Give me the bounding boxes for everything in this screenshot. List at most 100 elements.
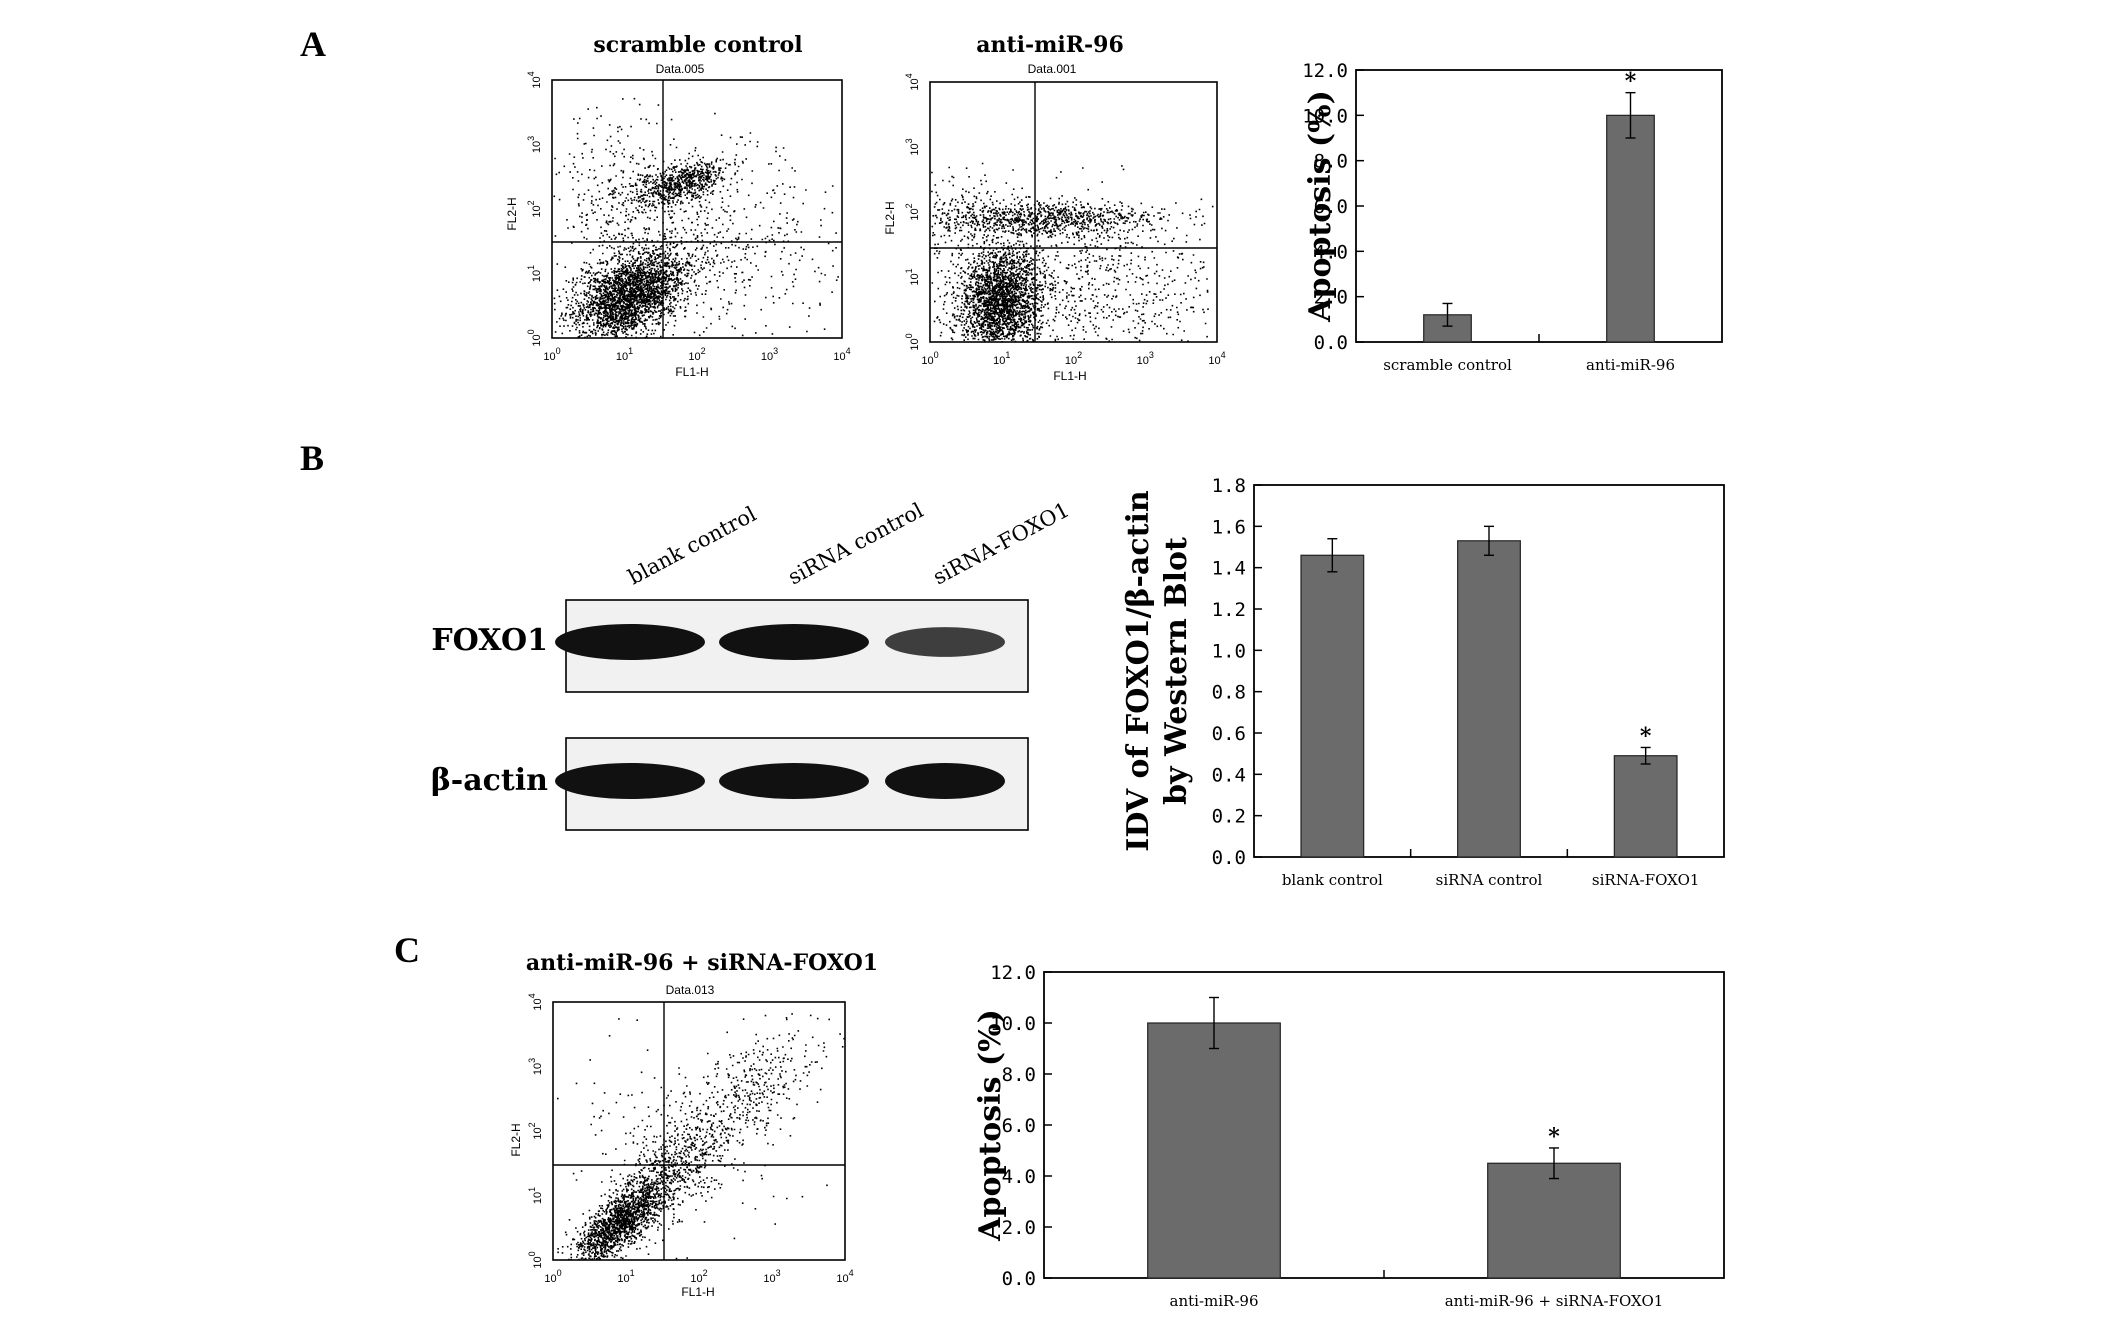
event-dots (557, 1013, 845, 1261)
y-tick-label: 2.0 (1314, 287, 1348, 309)
y-axis-label: Apoptosis (%) (973, 1009, 1008, 1242)
category-label: anti-miR-96 + siRNA-FOXO1 (1445, 1292, 1664, 1310)
flow-plot-anti-mir-96-sirna-foxo1: anti-miR-96 + siRNA-FOXO1 Data.013 100 10… (509, 950, 878, 1299)
y-tick-label: 0.0 (1314, 332, 1348, 354)
event-dots (931, 162, 1214, 343)
flow-subtitle: Data.013 (666, 983, 715, 997)
flow-title: scramble control (593, 32, 802, 58)
y-tick-label: 100 (904, 333, 921, 350)
bar (1613, 755, 1678, 858)
x-tick-label: 101 (616, 346, 633, 363)
blot-row-label-beta-actin: β-actin (431, 763, 548, 798)
x-tick-label: 100 (543, 346, 560, 363)
flow-plot-anti-mir-96: anti-miR-96 Data.001 100 101 102 103 104 100… (883, 32, 1226, 383)
bands-foxo1 (555, 624, 1005, 660)
y-tick-label: 10.0 (990, 1013, 1036, 1035)
y-tick-label: 4.0 (1314, 241, 1348, 263)
blot-band (885, 763, 1005, 799)
x-axis-label: FL1-H (1053, 369, 1086, 383)
bar (1487, 1162, 1621, 1279)
y-tick-label: 1.6 (1212, 516, 1246, 538)
x-tick-labels: 100 101 102 103 104 (543, 346, 850, 363)
bar-chart-c: 0.0 2.0 4.0 6.0 8.0 10.0 12.0 anti-miR-96 * anti-… (973, 962, 1725, 1310)
y-tick-label: 103 (527, 1058, 544, 1075)
blot-band (719, 763, 869, 799)
x-tick-label: 104 (1208, 350, 1225, 367)
category-label: siRNA control (1436, 871, 1543, 889)
lane-label-sirna-control: siRNA control (784, 498, 927, 589)
blot-row-label-foxo1: FOXO1 (431, 623, 548, 658)
y-tick-label: 104 (526, 71, 543, 88)
category-label: blank control (1282, 871, 1383, 889)
blot-band (555, 624, 705, 660)
y-tick-label: 0.0 (1002, 1268, 1036, 1290)
y-tick-label: 1.8 (1212, 475, 1246, 497)
panel-letter-b: B (300, 438, 324, 478)
dot-cloud (557, 1013, 845, 1261)
x-tick-label: 100 (921, 350, 938, 367)
plot-frame (1043, 971, 1725, 1279)
significance-star: * (1640, 723, 1652, 749)
x-tick-label: 102 (688, 346, 705, 363)
category-label: scramble control (1383, 356, 1512, 374)
y-tick-label: 103 (526, 136, 543, 153)
y-tick-label: 8.0 (1314, 151, 1348, 173)
y-tick-label: 101 (527, 1187, 544, 1204)
y-tick-label: 1.2 (1212, 599, 1246, 621)
flow-plot-scramble-control: scramble control Data.005 100 101 102 103 10… (505, 32, 851, 379)
dot-cloud (931, 162, 1214, 343)
blot-band (555, 763, 705, 799)
y-tick-label: 6.0 (1002, 1115, 1036, 1137)
lane-label-blank-control: blank control (624, 502, 760, 590)
y-tick-label: 0.2 (1212, 806, 1246, 828)
y-tick-label: 12.0 (990, 962, 1036, 984)
bar-chart-b: 0.0 0.2 0.4 0.6 0.8 1.0 1.2 1.4 1.6 1.8 blank cont… (1121, 475, 1725, 889)
significance-star: * (1625, 69, 1637, 95)
flow-subtitle: Data.005 (656, 62, 705, 76)
y-tick-label: 104 (904, 73, 921, 90)
y-tick-label: 12.0 (1302, 60, 1348, 82)
x-tick-label: 103 (763, 1268, 780, 1285)
flow-subtitle: Data.001 (1028, 62, 1077, 76)
y-tick-label: 10.0 (1302, 105, 1348, 127)
y-tick-label: 102 (526, 200, 543, 217)
x-tick-label: 103 (761, 346, 778, 363)
bar (1147, 1022, 1281, 1279)
y-axis-label: by Western Blot (1159, 537, 1194, 805)
bar (1300, 554, 1365, 858)
flow-frame (551, 79, 843, 339)
y-tick-label: 0.4 (1212, 764, 1246, 786)
flow-title: anti-miR-96 (976, 32, 1124, 58)
x-tick-label: 100 (544, 1268, 561, 1285)
y-axis-label: FL2-H (883, 201, 897, 234)
x-tick-label: 103 (1137, 350, 1154, 367)
y-tick-labels: 100 101 102 103 104 (904, 73, 921, 350)
y-tick-label: 0.6 (1212, 723, 1246, 745)
significance-star: * (1548, 1124, 1560, 1150)
western-blot: blank control siRNA control siRNA-FOXO1 … (431, 498, 1073, 831)
bar-chart-a: 0.0 2.0 4.0 6.0 8.0 10.0 12.0 scramble control *… (1302, 60, 1723, 374)
category-label: siRNA-FOXO1 (1592, 871, 1700, 889)
y-tick-label: 101 (526, 265, 543, 282)
x-tick-labels: 100 101 102 103 104 (544, 1268, 853, 1285)
y-tick-label: 104 (527, 993, 544, 1010)
y-tick-label: 103 (904, 138, 921, 155)
y-axis-label: Apoptosis (%) (1303, 90, 1338, 323)
flow-frame (929, 81, 1218, 343)
x-tick-label: 102 (690, 1268, 707, 1285)
panel-letter-a: A (300, 24, 326, 64)
y-tick-labels: 100 101 102 103 104 (526, 71, 543, 346)
y-tick-label: 6.0 (1314, 196, 1348, 218)
y-axis-label: FL2-H (509, 1123, 523, 1156)
blot-band (885, 627, 1005, 657)
y-tick-label: 101 (904, 268, 921, 285)
y-tick-label: 0.8 (1212, 682, 1246, 704)
bar (1457, 540, 1521, 858)
x-tick-label: 104 (836, 1268, 853, 1285)
lane-label-sirna-foxo1: siRNA-FOXO1 (929, 498, 1073, 590)
y-tick-label: 100 (527, 1251, 544, 1268)
x-tick-label: 101 (993, 350, 1010, 367)
x-axis-label: FL1-H (675, 365, 708, 379)
bands-beta-actin (555, 763, 1005, 799)
